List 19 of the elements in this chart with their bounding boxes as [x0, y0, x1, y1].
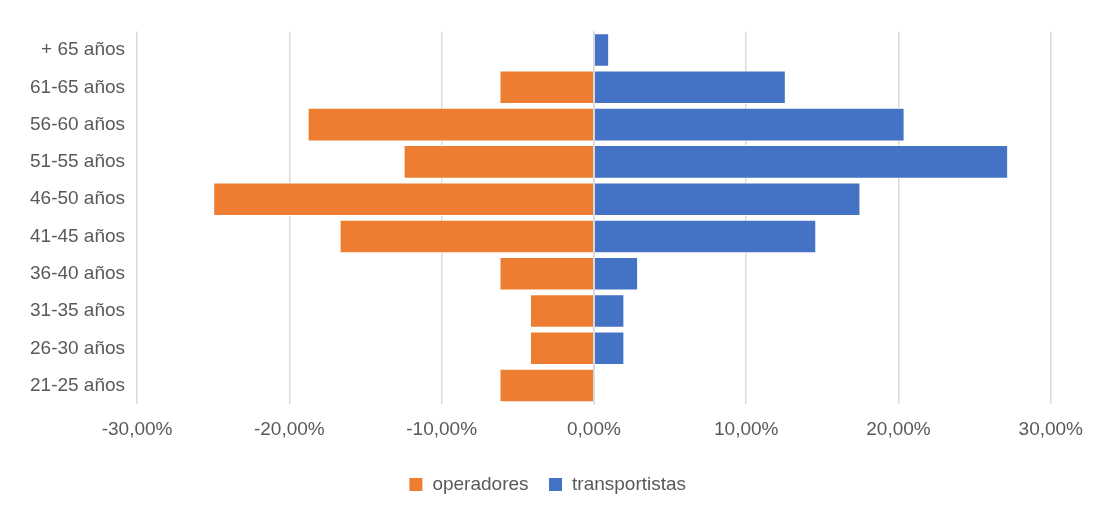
- y-tick-label: + 65 años: [41, 38, 126, 60]
- legend-label: operadores: [432, 472, 529, 494]
- x-tick-label: -30,00%: [101, 417, 173, 439]
- y-tick-label: 46-50 años: [30, 187, 126, 209]
- y-tick-label: 41-45 años: [30, 224, 126, 246]
- x-tick-label: 30,00%: [1018, 417, 1084, 439]
- y-tick-label: 56-60 años: [30, 112, 126, 134]
- x-tick-label: -20,00%: [253, 417, 325, 439]
- y-tick-label: 61-65 años: [30, 75, 126, 97]
- y-tick-label: 51-55 años: [30, 150, 126, 172]
- y-tick-label: 31-35 años: [30, 299, 126, 321]
- y-tick-label: 26-30 años: [30, 336, 126, 358]
- y-tick-label: 21-25 años: [30, 373, 126, 395]
- x-tick-label: 0,00%: [566, 417, 621, 439]
- y-tick-label: 36-40 años: [30, 261, 126, 283]
- x-tick-label: 20,00%: [866, 417, 931, 439]
- x-tick-label: -10,00%: [406, 417, 478, 439]
- legend-label: transportistas: [572, 472, 687, 494]
- x-tick-label: 10,00%: [713, 417, 779, 439]
